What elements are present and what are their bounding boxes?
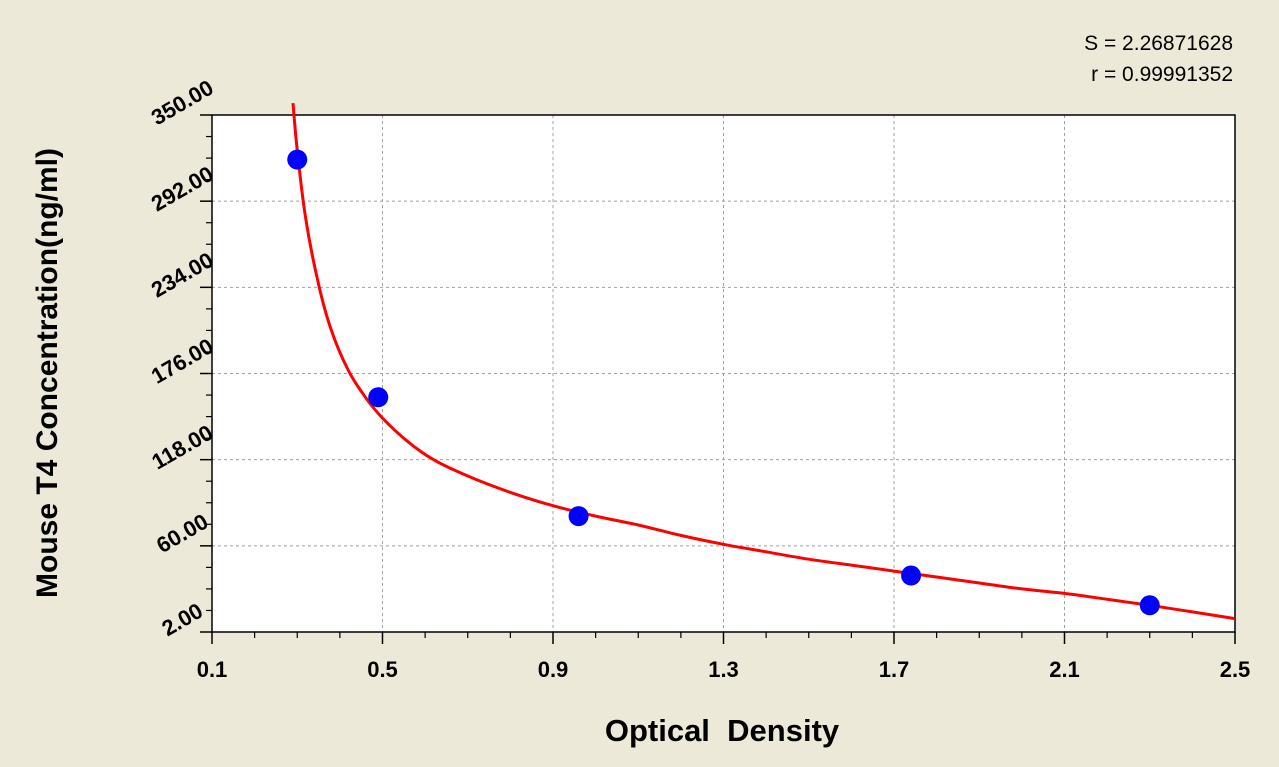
x-tick-label: 1.3: [708, 657, 739, 682]
x-tick-label: 0.9: [538, 657, 569, 682]
x-tick-label: 1.7: [879, 657, 910, 682]
data-point: [368, 387, 389, 408]
x-tick-label: 2.1: [1049, 657, 1080, 682]
x-tick-label: 0.5: [367, 657, 398, 682]
y-tick-label: 60.00: [152, 509, 212, 558]
plot-frame: [211, 114, 1236, 633]
y-axis-title: Mouse T4 Concentration(ng/ml): [31, 148, 64, 598]
s-statistic: S = 2.26871628: [1084, 32, 1233, 55]
fitted-curve: [291, 102, 1236, 621]
grid: [212, 115, 1235, 632]
data-point: [287, 149, 308, 170]
data-point: [901, 565, 922, 586]
y-tick-label: 350.00: [147, 75, 218, 130]
r-statistic: r = 0.99991352: [1091, 63, 1233, 86]
y-tick-label: 118.00: [147, 420, 217, 475]
x-tick-label: 2.5: [1220, 657, 1251, 682]
axes: [200, 114, 1236, 644]
y-tick-label: 234.00: [147, 247, 218, 302]
fitted-curve-layer: [291, 102, 1236, 621]
x-tick-label: 0.1: [197, 657, 228, 682]
x-axis-title: Optical Density: [605, 713, 840, 748]
data-point: [568, 506, 589, 527]
y-tick-label: 176.00: [147, 333, 218, 388]
data-points-layer: [287, 149, 1160, 616]
y-tick-label: 2.00: [157, 598, 207, 641]
y-tick-label: 292.00: [147, 161, 218, 216]
data-point: [1139, 595, 1160, 616]
